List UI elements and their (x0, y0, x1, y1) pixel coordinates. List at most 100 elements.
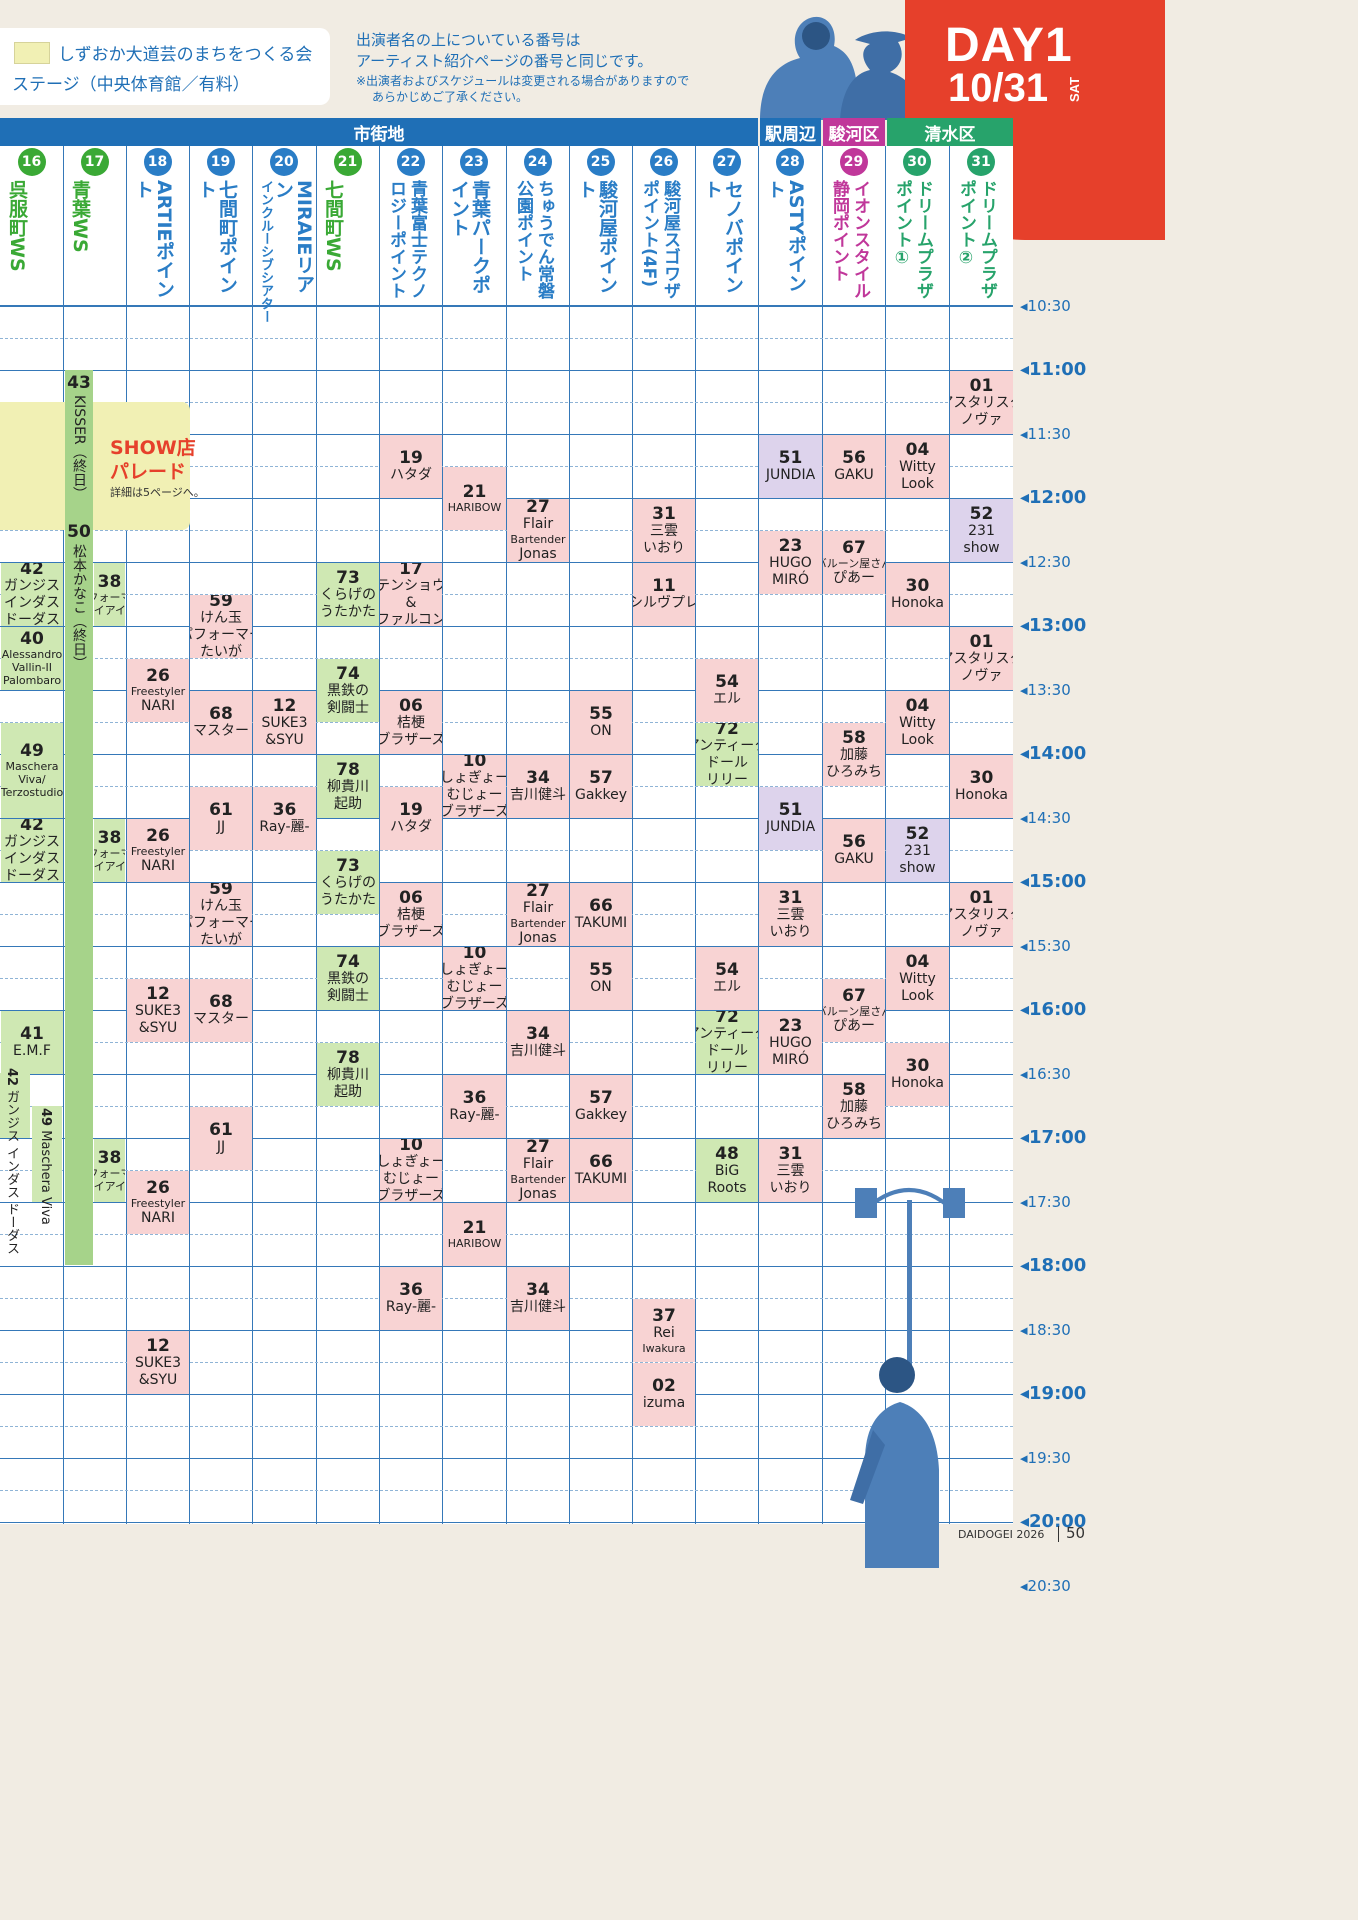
event-number: 19 (399, 448, 423, 468)
event-name: Maschera (5, 760, 59, 773)
schedule-event: 57 Gakkey (570, 755, 632, 818)
event-name: くらげの (320, 586, 376, 603)
event-name: Look (901, 475, 934, 492)
column-name-25: 駿河屋ポイント (575, 180, 618, 294)
column-name-19: 七間町ポイント (195, 180, 238, 294)
schedule-event: 10 しょぎょー むじょー ブラザーズ (443, 755, 506, 818)
event-number: 56 (842, 832, 866, 852)
event-name: E.M.F (13, 1043, 51, 1059)
event-number: 21 (462, 482, 487, 502)
event-number: 10 (399, 1139, 423, 1155)
event-number: 27 (526, 883, 550, 901)
event-number: 51 (778, 800, 803, 820)
event-number: 57 (589, 1088, 613, 1108)
event-name: HUGO (769, 1034, 812, 1051)
event-number: 06 (399, 695, 423, 716)
schedule-event: 06 桔梗 ブラザーズ (380, 691, 442, 754)
schedule-event: 72アンティークドールリリー (696, 1011, 758, 1074)
row-line (0, 1426, 1013, 1427)
schedule-event: 34 吉川健斗 (507, 1011, 569, 1074)
time-label: ◂13:00 (1020, 615, 1087, 636)
schedule-event: 74 黒鉄の 剣闘士 (317, 947, 379, 1010)
schedule-event: 57 Gakkey (570, 1075, 632, 1138)
event-name: ハタダ (390, 467, 432, 483)
event-number: 52 (905, 823, 930, 844)
schedule-event: 66 TAKUMI (570, 883, 632, 946)
schedule-event: 06 桔梗 ブラザーズ (380, 883, 442, 946)
event-name: シルヴプレ (633, 595, 695, 611)
column-name-17: 青葉WS (69, 180, 91, 253)
event-number: 55 (589, 704, 613, 724)
column-name-18: ARTIEポイント (132, 180, 175, 299)
event-name: うたかた (320, 891, 376, 908)
event-name: ブラザーズ (380, 731, 442, 748)
time-label: ◂18:00 (1020, 1255, 1087, 1276)
event-number: 12 (146, 983, 170, 1004)
legend-swatch (14, 42, 50, 64)
event-name: Look (901, 731, 934, 748)
schedule-event: 17 テンショウ & ファルコン (380, 563, 442, 626)
event-name: バルーン屋さん (823, 556, 885, 570)
row-line (0, 658, 1013, 659)
column-divider (379, 146, 380, 1524)
event-name: パフォーマー (94, 846, 125, 860)
event-number: 31 (778, 887, 803, 908)
day-title: DAY1 (945, 19, 1073, 72)
event-name: マスター (193, 1011, 249, 1027)
schedule-event: 36 Ray-麗- (443, 1075, 506, 1138)
row-line (0, 1394, 1013, 1395)
event-name: 黒鉄の (327, 682, 369, 699)
schedule-event: 21 HARIBOW (443, 467, 506, 530)
row-line (0, 402, 1013, 403)
row-line (0, 626, 1013, 627)
column-divider (506, 146, 507, 1524)
column-divider (632, 146, 633, 1524)
time-label: ◂12:00 (1020, 487, 1087, 508)
event-number: 41 (20, 1024, 44, 1044)
column-divider (822, 146, 823, 1524)
row-line (0, 530, 1013, 531)
event-number: 02 (652, 1376, 676, 1396)
event-name: しょぎょー (380, 1154, 442, 1170)
event-name: Roots (707, 1179, 747, 1196)
event-name: 黒鉄の (327, 970, 369, 987)
column-sub-20: インクルーシブシアター (258, 180, 273, 323)
event-number: 52 (969, 503, 994, 524)
event-name: Honoka (891, 1075, 944, 1091)
event-name: Honoka (955, 787, 1008, 803)
event-name: Freestyler (130, 1196, 186, 1210)
event-name: Palombaro (2, 674, 62, 687)
schedule-event: 41 E.M.F (1, 1011, 63, 1074)
event-number: 04 (905, 951, 930, 972)
row-line (0, 1362, 1013, 1363)
schedule-event: 72アンティークドールリリー (696, 723, 758, 786)
event-name: Flair (522, 516, 554, 532)
schedule-event: 34 吉川健斗 (507, 755, 569, 818)
row-line (0, 1330, 1013, 1331)
area-city: 市街地 (0, 118, 758, 146)
event-number: 12 (146, 1335, 170, 1356)
event-name: Ray-麗- (385, 1299, 437, 1315)
area-shimizu-label: 清水区 (924, 124, 976, 145)
event-number: 26 (146, 825, 170, 846)
event-number: 74 (336, 951, 360, 972)
area-station: 駅周辺 (760, 118, 821, 146)
schedule-event: 04 Witty Look (886, 691, 949, 754)
event-name: むじょー (446, 787, 503, 803)
row-line (0, 1138, 1013, 1139)
row-line (0, 818, 1013, 819)
event-number: 37 (652, 1305, 676, 1326)
schedule-event: 26 Freestyler NARI (127, 659, 189, 722)
column-name-27: セノバポイント (701, 180, 744, 294)
schedule-event: 37 Rei Iwakura (633, 1299, 695, 1362)
event-name: ブラザーズ (443, 996, 506, 1010)
event-name: Terzostudio (1, 786, 63, 799)
schedule-event: 19 ハタダ (380, 787, 442, 850)
event-number: 78 (336, 1047, 360, 1068)
event-name: けん玉 (200, 610, 242, 626)
event-name: NARI (141, 1209, 175, 1226)
column-name-21: 七間町WS (322, 180, 344, 272)
time-label: ◂15:30 (1020, 937, 1071, 955)
row-line (0, 1010, 1013, 1011)
column-number-28: 28 (776, 148, 804, 176)
